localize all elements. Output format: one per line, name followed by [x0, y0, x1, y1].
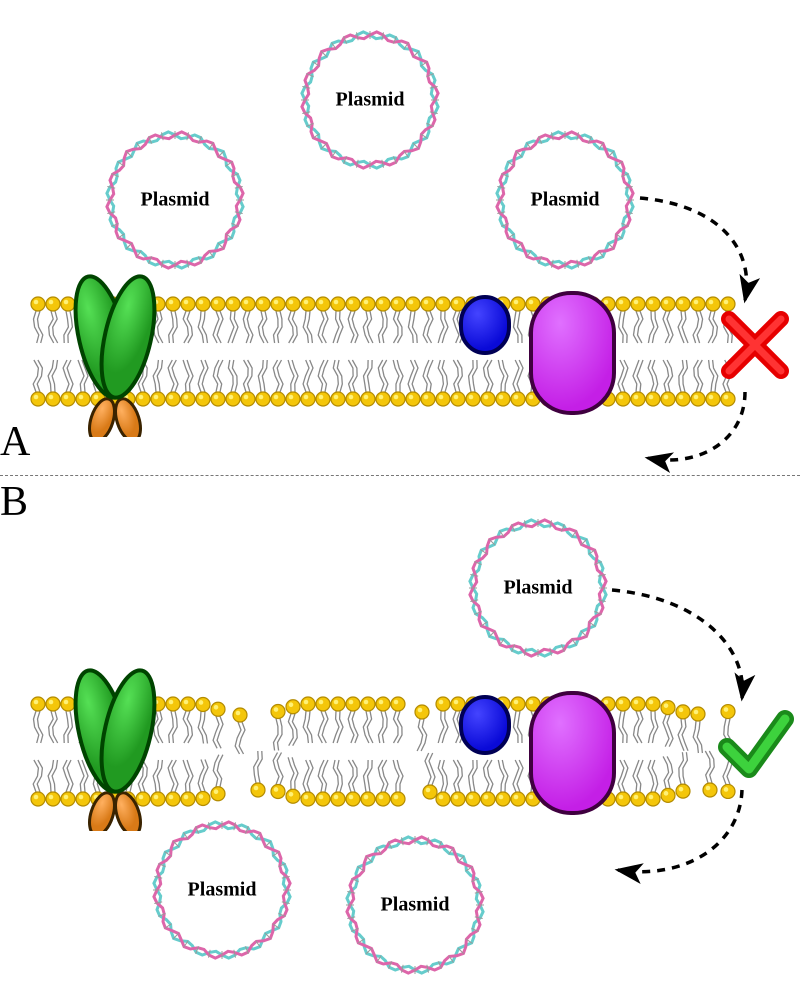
arrow-overlay — [0, 0, 800, 981]
arrow-b-in — [612, 590, 743, 698]
check-icon — [727, 719, 785, 769]
arrow-a-in — [640, 198, 747, 300]
cross-icon — [729, 319, 781, 371]
arrow-a-out — [648, 392, 745, 460]
arrow-b-out — [618, 790, 742, 872]
